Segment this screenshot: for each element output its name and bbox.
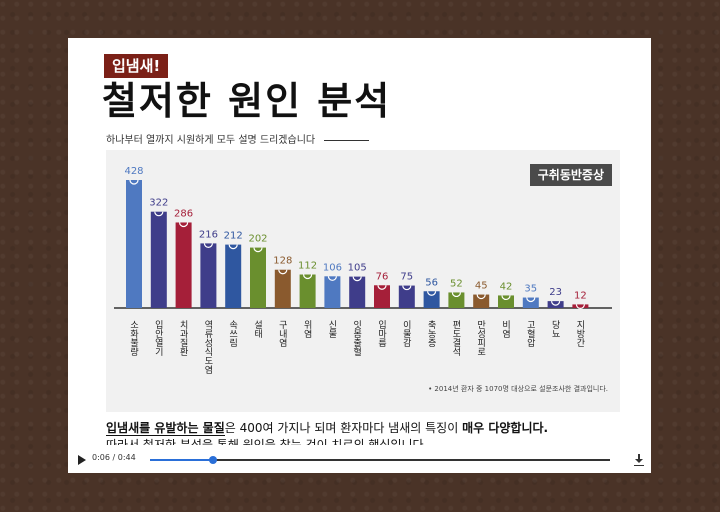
bar-cap-8 bbox=[327, 276, 337, 281]
bar-cap-9 bbox=[352, 276, 362, 282]
category-label-8: 신물 bbox=[326, 320, 336, 338]
category-label-14: 만성피로 bbox=[475, 320, 485, 356]
value-label-15: 42 bbox=[500, 281, 513, 292]
category-label-13: 편도결석 bbox=[450, 319, 460, 357]
bar-18 bbox=[572, 304, 589, 308]
category-label-3: 역류성식도염 bbox=[202, 320, 212, 374]
value-label-11: 75 bbox=[400, 272, 413, 283]
bar-cap-2 bbox=[179, 222, 189, 228]
bar-cap-4 bbox=[228, 244, 238, 250]
bar-10 bbox=[374, 285, 390, 308]
seek-bar-progress bbox=[150, 459, 213, 461]
category-label-2: 치과질환 bbox=[178, 319, 188, 356]
category-label-1: 입안열기 bbox=[153, 319, 163, 357]
value-label-3: 216 bbox=[199, 229, 218, 240]
value-label-9: 105 bbox=[348, 263, 367, 274]
subtitle-rule bbox=[324, 140, 369, 141]
value-label-12: 56 bbox=[425, 277, 438, 288]
bar-8 bbox=[324, 276, 341, 308]
category-label-4: 속쓰림 bbox=[227, 320, 237, 347]
category-label-7: 위염 bbox=[302, 320, 312, 338]
page-subtitle: 하나부터 열까지 시원하게 모두 설명 드리겠습니다 bbox=[106, 135, 316, 146]
value-label-18: 12 bbox=[574, 290, 587, 301]
chart-footnote: • 2014년 환자 중 1070명 대상으로 설문조사한 결과입니다. bbox=[428, 385, 608, 393]
bar-cap-5 bbox=[253, 247, 263, 253]
body-paragraph-1: 입냄새를 유발하는 물질은 400여 가지나 되며 환자마다 냄새의 특징이 매… bbox=[106, 419, 626, 436]
body-highlight-2: 매우 다양합니다. bbox=[462, 421, 549, 435]
category-label-16: 고혈압 bbox=[525, 320, 535, 347]
bar-cap-18 bbox=[575, 304, 585, 309]
bar-3 bbox=[200, 243, 217, 308]
bar-5 bbox=[250, 247, 266, 308]
slide-tag: 입냄새! bbox=[104, 54, 169, 78]
play-icon[interactable] bbox=[78, 455, 86, 465]
seek-handle[interactable] bbox=[208, 456, 217, 464]
bar-cap-1 bbox=[154, 211, 164, 217]
bar-cap-0 bbox=[129, 179, 139, 185]
body-highlight-1: 입냄새를 유발하는 물질 bbox=[106, 421, 225, 436]
bar-15 bbox=[498, 295, 514, 308]
value-label-2: 286 bbox=[174, 208, 193, 219]
value-label-6: 128 bbox=[273, 256, 292, 267]
category-label-6: 구내염 bbox=[277, 320, 287, 347]
bar-cap-13 bbox=[451, 292, 461, 298]
video-player-controls: 0:06 / 0:44 bbox=[68, 447, 651, 473]
bar-11 bbox=[398, 285, 415, 308]
category-label-15: 비염 bbox=[500, 320, 510, 338]
bar-cap-10 bbox=[377, 285, 387, 290]
page-title: 철저한 원인 분석 bbox=[102, 79, 392, 123]
bar-4 bbox=[225, 244, 242, 308]
bar-cap-14 bbox=[476, 294, 486, 300]
value-label-1: 322 bbox=[149, 198, 168, 209]
download-icon[interactable] bbox=[634, 454, 644, 466]
value-label-0: 428 bbox=[124, 166, 143, 177]
bar-1 bbox=[150, 211, 167, 308]
bar-cap-16 bbox=[526, 297, 536, 303]
bar-cap-12 bbox=[427, 291, 437, 296]
time-display: 0:06 / 0:44 bbox=[92, 453, 136, 462]
category-label-18: 지방간 bbox=[574, 320, 584, 347]
bar-cap-6 bbox=[278, 269, 288, 275]
bar-cap-17 bbox=[551, 301, 561, 306]
slide-frame: 입냄새! 철저한 원인 분석 하나부터 열까지 시원하게 모두 설명 드리겠습니… bbox=[68, 38, 651, 473]
bar-cap-11 bbox=[402, 285, 412, 291]
body-paragraph-2: 따라서 철저한 분석을 통해 원인을 찾는 것이 치료의 핵심입니다. bbox=[106, 438, 428, 445]
bar-12 bbox=[423, 291, 440, 308]
category-label-5: 설태 bbox=[252, 320, 262, 339]
value-label-8: 106 bbox=[323, 262, 342, 273]
chart-panel: 구취동반증상 428 소화불량 322 입안열기 286 치과질환 216 역류성식도염 212… bbox=[106, 150, 620, 412]
category-label-0: 소화불량 bbox=[128, 320, 138, 356]
value-label-5: 202 bbox=[248, 234, 267, 245]
bar-16 bbox=[522, 297, 539, 308]
bar-2 bbox=[175, 222, 192, 308]
category-label-12: 축농증 bbox=[426, 320, 436, 347]
bar-cap-3 bbox=[203, 243, 213, 248]
chart-legend-badge: 구취동반증상 bbox=[529, 164, 612, 186]
bar-14 bbox=[473, 294, 490, 308]
bar-cap-7 bbox=[303, 274, 313, 280]
value-label-7: 112 bbox=[298, 261, 317, 272]
category-label-9: 잇몸출혈 bbox=[351, 319, 361, 356]
value-label-16: 35 bbox=[524, 284, 537, 295]
category-label-10: 입마름 bbox=[376, 319, 386, 347]
body-text-1: 은 400여 가지나 되며 환자마다 냄새의 특징이 bbox=[224, 421, 463, 435]
category-label-11: 이물감 bbox=[401, 320, 411, 347]
seek-bar[interactable] bbox=[150, 456, 610, 464]
value-label-17: 23 bbox=[549, 287, 562, 298]
value-label-4: 212 bbox=[224, 231, 243, 242]
value-label-14: 45 bbox=[475, 281, 488, 292]
bar-9 bbox=[349, 276, 366, 308]
bar-13 bbox=[448, 292, 465, 308]
bar-chart: 428 소화불량 322 입안열기 286 치과질환 216 역류성식도염 212 속쓰림 202 설… bbox=[114, 166, 612, 374]
bar-cap-15 bbox=[501, 295, 511, 301]
bar-7 bbox=[299, 274, 316, 308]
bar-6 bbox=[274, 269, 291, 308]
value-label-13: 52 bbox=[450, 278, 463, 289]
category-label-17: 당뇨 bbox=[550, 320, 560, 338]
value-label-10: 76 bbox=[376, 271, 389, 282]
bar-0 bbox=[126, 180, 142, 308]
